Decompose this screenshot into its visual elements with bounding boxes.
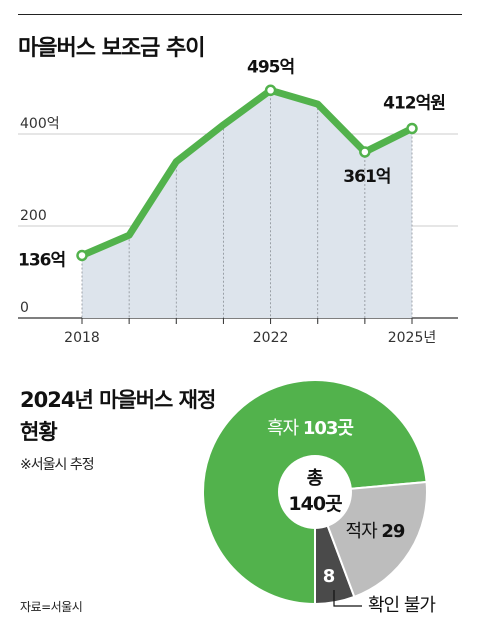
- data-label: 495억: [247, 57, 294, 77]
- pie-title-line1: 2024년 마을버스 재정: [20, 388, 216, 412]
- x-tick-label: 2025년: [388, 330, 437, 346]
- data-point: [406, 122, 418, 135]
- line-chart-title: 마을버스 보조금 추이: [18, 36, 205, 61]
- pie-chart-subtitle: ※서울시 추정: [20, 457, 95, 473]
- slice-value-unknown: 8: [323, 566, 336, 587]
- pie-slice-surplus: [202, 379, 428, 606]
- line-chart: 0 200 400억 136억 495억 361억 412억원 2018 2022 2025년: [18, 57, 458, 346]
- pie-title-line2: 현황: [20, 420, 58, 444]
- slice-label-unknown: 확인 불가: [368, 595, 435, 616]
- pie-slice-deficit: [313, 480, 428, 599]
- pie-chart-title: 2024년 마을버스 재정 현황: [20, 384, 216, 448]
- leader-line: [333, 590, 362, 607]
- data-label: 361억: [343, 167, 390, 187]
- pie-center: [278, 455, 352, 529]
- source-note: 자료=서울시: [20, 600, 83, 614]
- slice-label-surplus: 흑자 103곳: [267, 418, 353, 439]
- top-rule: [18, 14, 462, 15]
- pie-slice-unknown: [314, 491, 356, 606]
- pie-center-label: 140곳: [288, 493, 342, 515]
- pie-center-label: 총: [307, 468, 324, 489]
- y-tick-label: 200: [20, 208, 47, 224]
- data-label: 412억원: [383, 93, 445, 113]
- data-label: 136억: [18, 250, 65, 270]
- data-point: [359, 146, 371, 158]
- y-tick-label: 400억: [20, 116, 60, 132]
- slice-label-deficit: 적자 29: [346, 521, 405, 542]
- data-point: [264, 84, 277, 97]
- x-tick-label: 2022: [253, 330, 289, 346]
- x-tick-label: 2018: [64, 330, 100, 346]
- series-line: [78, 86, 416, 259]
- area-fill: [82, 90, 412, 318]
- y-tick-label: 0: [20, 300, 29, 316]
- data-point: [76, 249, 88, 262]
